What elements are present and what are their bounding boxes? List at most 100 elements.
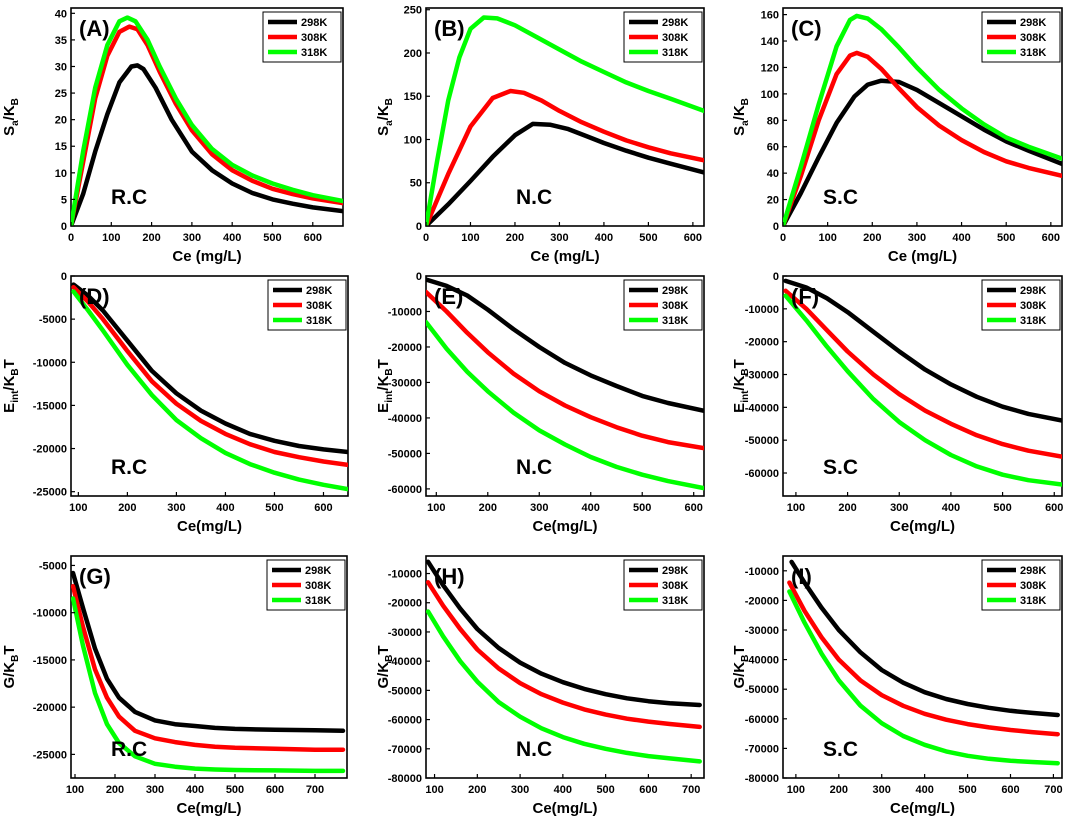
y-axis-label: Sa/KB [375,98,395,136]
y-tick-label: 10 [55,168,67,180]
x-tick-label: 100 [69,502,87,514]
x-tick-label: 100 [427,502,445,514]
y-tick-label: -5000 [39,560,67,572]
x-axis-label: Ce (mg/L) [172,248,241,265]
y-tick-label: 100 [404,134,422,146]
y-tick-label: 0 [61,221,67,233]
series-line-308K [783,288,1062,459]
y-tick-label: 60 [767,142,779,154]
x-tick-label: 400 [942,502,960,514]
y-label-part: S [1,126,18,136]
y-tick-label: -25000 [33,487,67,499]
x-tick-label: 300 [908,232,926,244]
y-label-subscript: B [384,98,395,105]
y-label-part: T [375,359,392,368]
series-line-318K [71,596,346,774]
legend-entry: 308K [301,32,327,44]
series-line-308K [71,284,348,468]
x-tick-label: 600 [1045,502,1063,514]
series-line-298K [783,278,1062,423]
y-tick-label: -80000 [745,773,779,785]
x-tick-label: 400 [595,232,613,244]
y-tick-label: -10000 [388,306,422,318]
panel-e: 100 200 300 400 500 600 0 -10000 -20000 -30000 -40… [375,271,705,535]
y-tick-label: -15000 [33,655,67,667]
panel-label: (E) [434,284,463,309]
legend-entry: 308K [662,580,688,592]
x-tick-label: 500 [633,502,651,514]
y-label-subscript: B [740,655,751,662]
x-tick-label: 200 [479,502,497,514]
x-tick-label: 500 [997,232,1015,244]
y-label-subscript: int [10,390,21,403]
x-tick-label: 700 [1044,784,1062,796]
y-tick-label: 160 [761,10,779,22]
x-tick-label: 500 [226,784,244,796]
y-tick-label: 200 [404,48,422,60]
y-tick-label: -60000 [388,484,422,496]
y-tick-label: 140 [761,36,779,48]
legend-entry: 298K [662,17,688,29]
x-axis-label: Ce (mg/L) [888,248,957,265]
y-tick-label: -20000 [745,337,779,349]
y-tick-label: -50000 [388,685,422,697]
x-axis-label: Ce(mg/L) [890,800,955,817]
y-tick-label: -40000 [388,656,422,668]
series-line-318K [71,289,348,492]
x-tick-label: 400 [582,502,600,514]
panel-label: (C) [791,16,822,41]
y-tick-label: -50000 [745,435,779,447]
y-label-part: G/K [1,662,18,689]
y-axis-label: G/KBT [1,645,21,688]
sample-label: S.C [823,456,858,479]
y-label-subscript: B [10,655,21,662]
y-tick-label: -40000 [745,402,779,414]
panel-d: 100 200 300 400 500 600 0 -5000 -10000 -15000 -200… [1,271,349,535]
y-tick-label: 120 [761,62,779,74]
plot-frame [782,275,1063,497]
y-tick-label: -50000 [388,448,422,460]
plot-frame [70,555,348,779]
panel-c: 0 100 200 300 400 500 600 0 20 40 60 80 100 120 140 160… [731,7,1063,265]
sample-label: N.C [516,186,552,209]
series-line-298K [789,559,1060,718]
y-tick-label: 150 [404,91,422,103]
y-tick-label: 80 [767,115,779,127]
series-line-308K [426,88,704,226]
y-tick-label: -70000 [745,743,779,755]
panel-label: (I) [791,564,812,589]
x-axis-label: Ce(mg/L) [890,518,955,535]
y-label-part: T [1,359,18,368]
legend-entry: 318K [1020,315,1046,327]
x-tick-label: 200 [106,784,124,796]
x-tick-label: 0 [780,232,786,244]
y-axis-label: Eint/KBT [731,359,751,413]
legend-entry: 318K [1020,595,1046,607]
panel-label: (H) [434,564,465,589]
y-tick-label: 0 [773,221,779,233]
y-tick-label: 5 [61,194,67,206]
y-axis-label: G/KBT [731,645,751,688]
y-tick-label: 0 [773,271,779,283]
y-label-part: E [731,403,748,413]
legend-entry: 318K [662,315,688,327]
y-tick-label: -10000 [33,608,67,620]
y-label-part: T [375,645,392,654]
y-label-subscript: B [10,98,21,105]
series-line-308K [426,580,702,730]
y-tick-label: 35 [55,35,67,47]
x-tick-label: 600 [266,784,284,796]
x-tick-label: 500 [263,232,281,244]
sample-label: N.C [516,456,552,479]
x-tick-label: 300 [890,502,908,514]
y-tick-label: -10000 [745,304,779,316]
plot-frame [782,555,1063,779]
x-tick-label: 500 [993,502,1011,514]
legend-entry: 298K [1020,285,1046,297]
y-tick-label: -80000 [388,773,422,785]
series-line-318K [426,609,702,764]
x-tick-label: 100 [66,784,84,796]
y-label-part: /K [1,105,18,120]
y-label-subscript: int [740,390,751,403]
